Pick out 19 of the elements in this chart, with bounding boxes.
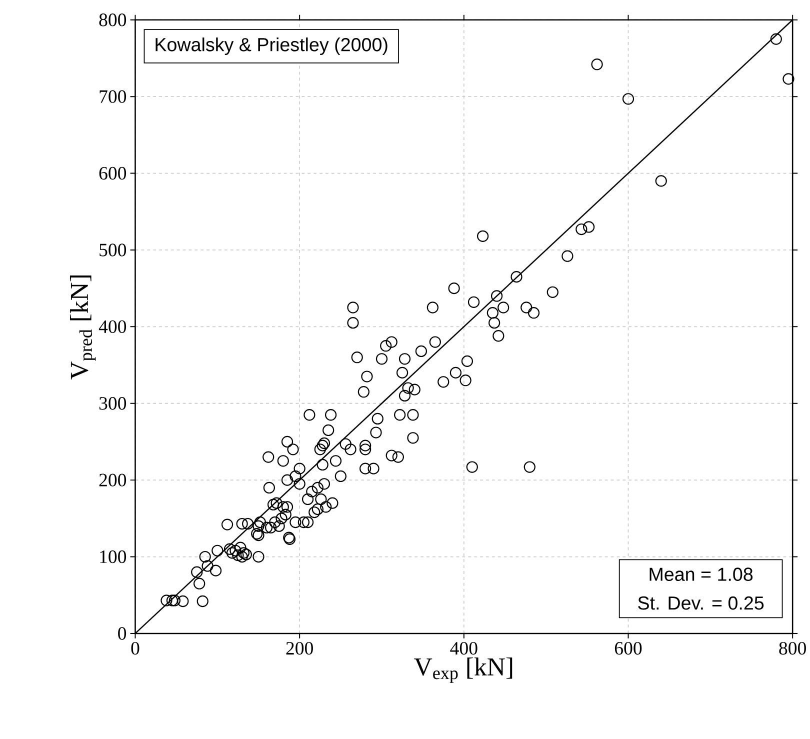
x-tick-label: 400 [450, 642, 478, 655]
x-tick-label: 200 [286, 642, 313, 655]
y-tick-label: 800 [99, 14, 126, 26]
y-tick-label: 500 [100, 244, 126, 256]
y-tick-label: 200 [99, 474, 126, 486]
y-tick-label: 400 [98, 320, 126, 334]
y-tick-label: 700 [100, 90, 126, 103]
annotation: St. Dev. = 0.25 [638, 596, 764, 610]
y-tick-label: 300 [99, 397, 126, 410]
y-axis-title: V$_{pred}$ [kN] [70, 276, 96, 380]
x-tick-label: 0 [131, 642, 140, 655]
x-tick-label: 600 [614, 642, 642, 655]
x-axis-title: V$_{exp}$ [kN] [414, 658, 512, 683]
annotation: Kowalsky & Priestley (2000) [156, 38, 388, 56]
y-tick-label: 600 [99, 167, 126, 180]
y-tick-label: 100 [100, 550, 126, 564]
x-tick-label: 800 [779, 642, 806, 655]
y-tick-label: 0 [118, 627, 126, 640]
annotation: Mean = 1.08 [650, 568, 753, 582]
